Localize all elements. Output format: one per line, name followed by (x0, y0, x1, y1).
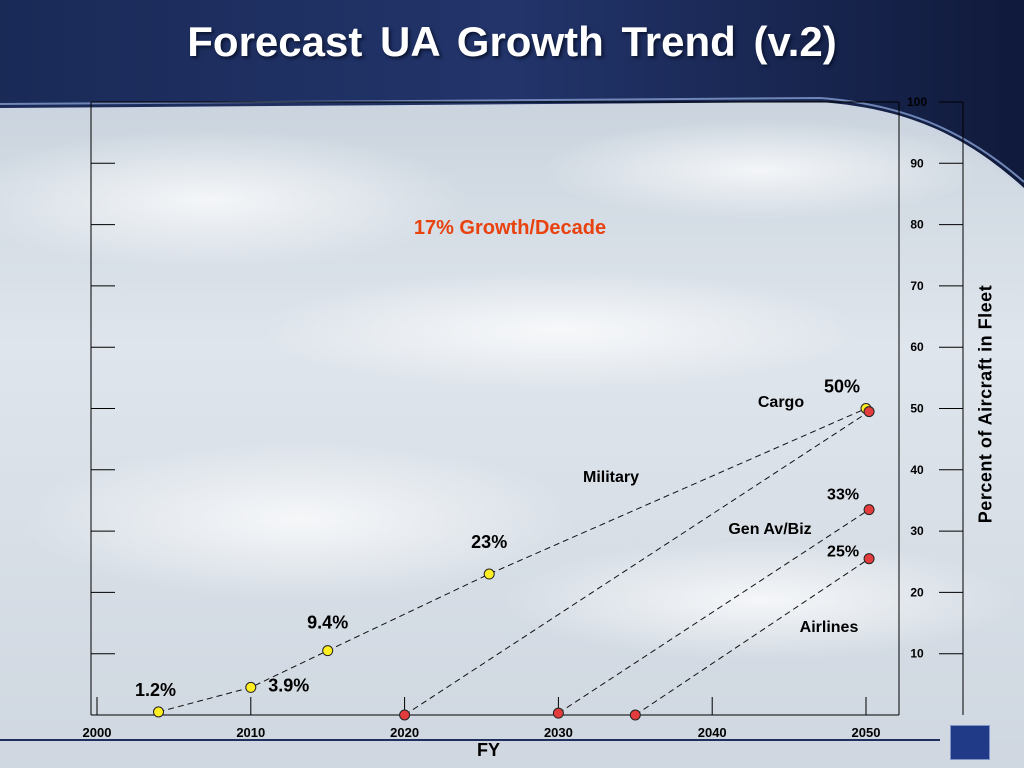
series-lines (158, 408, 870, 716)
data-point-airlines (629, 709, 641, 721)
x-tick-label: 2010 (236, 725, 265, 740)
data-point-military (863, 406, 875, 418)
point-label: 50% (824, 377, 860, 397)
x-tick-label: 2030 (544, 725, 573, 740)
point-label: 9.4% (307, 613, 348, 633)
y-tick-label: 30 (910, 524, 924, 538)
series-label-military: Military (583, 469, 639, 486)
series-label-gen-av-biz: Gen Av/Biz (728, 521, 811, 538)
y-axis-label: Percent of Aircraft in Fleet (975, 284, 996, 524)
y-tick-label: 40 (910, 463, 924, 477)
y-tick-label: 20 (910, 585, 924, 599)
y-tick-label: 80 (910, 218, 924, 232)
series-label-cargo: Cargo (758, 394, 804, 411)
point-label: 33% (827, 487, 859, 504)
data-labels: 1.2% 3.9% 9.4% 23% 50% 33% 25% Cargo Military Gen… (135, 377, 860, 700)
data-point-airlines (863, 553, 875, 565)
data-point-cargo (153, 706, 165, 718)
x-tick-label: 2000 (83, 725, 112, 740)
y-tick-label: 100 (907, 95, 927, 109)
series-line-airlines (635, 558, 870, 716)
growth-annotation: 17% Growth/Decade (414, 217, 606, 239)
point-label: 1.2% (135, 680, 176, 700)
slide-title: Forecast UA Growth Trend (v.2) (187, 18, 837, 65)
series-line-gen-av-biz (558, 509, 870, 714)
data-point-cargo (483, 568, 495, 580)
data-point-cargo (322, 645, 334, 657)
data-point-gen-av-biz (863, 504, 875, 516)
y-tick-label: 70 (910, 279, 924, 293)
point-label: 25% (827, 544, 859, 561)
x-axis: 2000 2010 2020 2030 2040 2050 (83, 697, 881, 740)
series-line-cargo (158, 408, 867, 713)
series-points (153, 403, 875, 721)
x-axis-label: FY (477, 740, 501, 760)
x-tick-label: 2050 (852, 725, 881, 740)
x-tick-label: 2040 (698, 725, 727, 740)
data-point-military (399, 709, 411, 721)
point-label: 23% (471, 532, 507, 552)
y-tick-label: 60 (910, 340, 924, 354)
series-label-airlines: Airlines (800, 619, 859, 636)
left-tick-marks (91, 101, 115, 655)
x-tick-label: 2020 (390, 725, 419, 740)
corner-box (950, 725, 990, 760)
data-point-gen-av-biz (552, 707, 564, 719)
series-line-military (404, 411, 870, 716)
y-tick-label: 50 (910, 402, 924, 416)
y-tick-label: 10 (910, 647, 924, 661)
right-axis: 10 20 30 40 50 60 70 80 90 100 (907, 95, 964, 715)
point-label: 3.9% (268, 675, 309, 695)
data-point-cargo (245, 681, 257, 693)
y-tick-label: 90 (910, 156, 924, 170)
